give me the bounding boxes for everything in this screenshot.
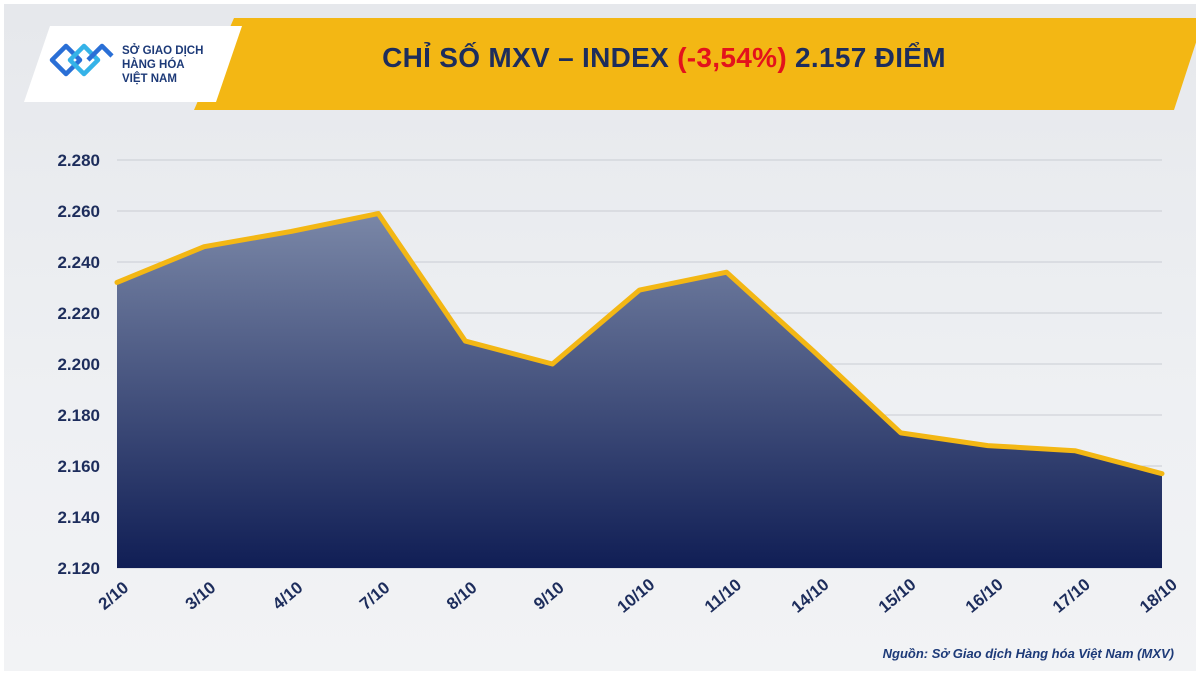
title-change: (-3,54%) bbox=[677, 42, 787, 73]
chart-frame: CHỈ SỐ MXV – INDEX (-3,54%) 2.157 ĐIỂM S… bbox=[4, 4, 1196, 671]
x-tick-label: 4/10 bbox=[269, 578, 307, 614]
title-prefix: CHỈ SỐ MXV – INDEX bbox=[382, 42, 678, 73]
x-tick-label: 3/10 bbox=[182, 578, 220, 614]
y-tick-label: 2.260 bbox=[57, 202, 100, 221]
x-axis-ticks: 2/10 3/10 4/10 7/10 8/10 9/10 10/10 11/10 14/10 1… bbox=[95, 575, 1181, 617]
y-axis-ticks: 2.120 2.140 2.160 2.180 2.200 2.220 2.240 2.260… bbox=[57, 151, 100, 578]
x-tick-label: 15/10 bbox=[875, 575, 920, 617]
x-tick-label: 16/10 bbox=[962, 575, 1007, 617]
x-tick-label: 17/10 bbox=[1049, 575, 1094, 617]
index-chart: 2.120 2.140 2.160 2.180 2.200 2.220 2.240 2.260… bbox=[57, 151, 1181, 617]
source-note: Nguồn: Sở Giao dịch Hàng hóa Việt Nam (M… bbox=[882, 646, 1174, 661]
logo-panel bbox=[24, 26, 242, 102]
chart-title: CHỈ SỐ MXV – INDEX (-3,54%) 2.157 ĐIỂM bbox=[254, 42, 1074, 90]
y-tick-label: 2.280 bbox=[57, 151, 100, 170]
logo-text: SỞ GIAO DỊCH HÀNG HÓA VIỆT NAM bbox=[122, 44, 203, 86]
y-tick-label: 2.180 bbox=[57, 406, 100, 425]
mxv-logo-icon bbox=[49, 43, 114, 77]
x-tick-label: 11/10 bbox=[701, 575, 745, 616]
logo-line-1: SỞ GIAO DỊCH bbox=[122, 45, 204, 57]
logo-line-2: HÀNG HÓA bbox=[122, 59, 185, 71]
x-tick-label: 2/10 bbox=[95, 578, 133, 614]
x-tick-label: 8/10 bbox=[443, 578, 481, 614]
x-tick-label: 7/10 bbox=[356, 578, 394, 614]
logo-line-3: VIỆT NAM bbox=[122, 73, 177, 85]
title-banner bbox=[194, 18, 1196, 110]
x-tick-label: 9/10 bbox=[530, 578, 568, 614]
y-tick-label: 2.140 bbox=[57, 508, 100, 527]
x-tick-label: 14/10 bbox=[788, 575, 833, 617]
index-line bbox=[114, 211, 1165, 477]
x-tick-label: 10/10 bbox=[614, 575, 659, 617]
x-tick-label: 18/10 bbox=[1136, 575, 1181, 617]
y-tick-label: 2.220 bbox=[57, 304, 100, 323]
title-suffix: 2.157 ĐIỂM bbox=[786, 42, 946, 73]
y-tick-label: 2.160 bbox=[57, 457, 100, 476]
y-tick-label: 2.240 bbox=[57, 253, 100, 272]
y-tick-label: 2.200 bbox=[57, 355, 100, 374]
y-tick-label: 2.120 bbox=[57, 559, 100, 578]
index-area bbox=[117, 213, 1162, 569]
